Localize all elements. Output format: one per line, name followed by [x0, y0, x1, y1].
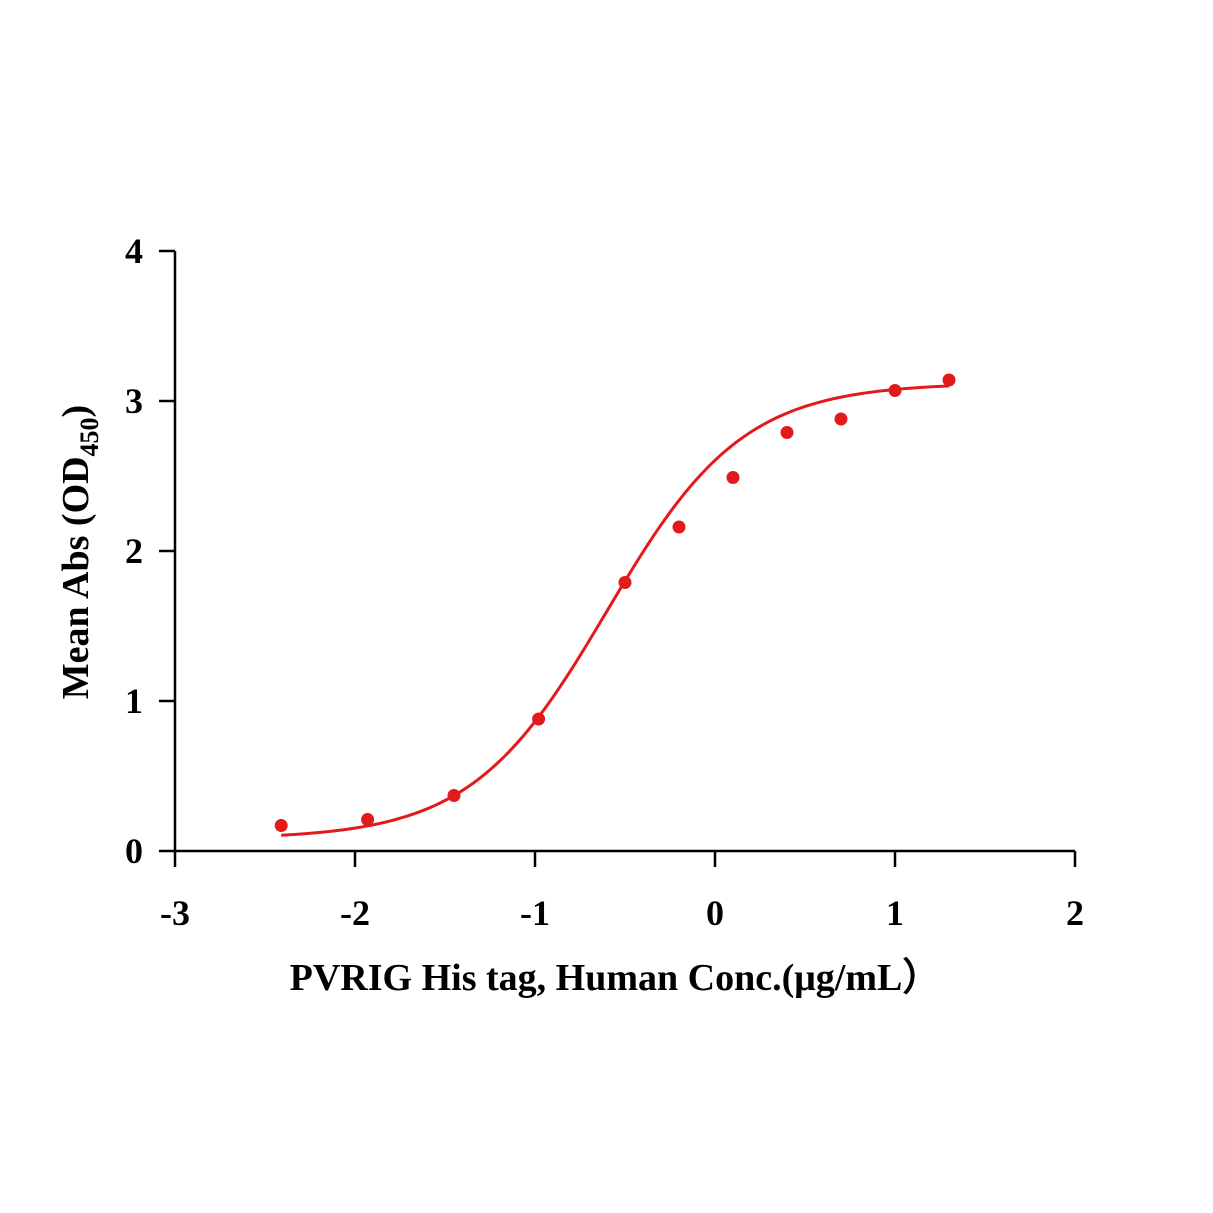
axes — [173, 251, 1075, 853]
data-point — [274, 819, 288, 832]
x-tick-label: 0 — [706, 893, 724, 933]
y-tick-label: 0 — [125, 831, 143, 871]
data-point — [672, 520, 686, 534]
data-points-layer — [274, 373, 956, 832]
data-point — [942, 373, 956, 387]
x-tick-label: -2 — [340, 893, 370, 933]
data-point — [726, 471, 740, 484]
data-point — [361, 813, 375, 826]
y-axis-title-main: Mean Abs (OD — [55, 456, 97, 699]
fit-curve-layer — [281, 384, 950, 837]
fit-curve — [281, 384, 950, 837]
x-axis-title: PVRIG His tag, Human Conc.(μg/mL） — [290, 957, 941, 999]
y-axis-title-end: ) — [55, 405, 97, 418]
ticks: -3 -2 -1 0 1 2 0 1 2 3 4 — [125, 231, 1084, 933]
y-axis-title-subscript: 450 — [75, 417, 104, 456]
data-point — [618, 576, 632, 589]
y-tick-label: 3 — [125, 381, 143, 421]
data-point — [780, 426, 794, 439]
x-tick-label: -3 — [160, 893, 190, 933]
data-point — [834, 412, 848, 426]
x-tick-label: 1 — [886, 893, 904, 933]
y-axis-title: Mean Abs (OD450) — [55, 405, 104, 699]
data-point — [447, 789, 461, 802]
x-tick-label: 2 — [1066, 893, 1084, 933]
data-point — [888, 384, 902, 397]
y-tick-label: 4 — [125, 231, 143, 271]
x-tick-label: -1 — [520, 893, 550, 933]
y-tick-label: 2 — [125, 531, 143, 571]
data-point — [532, 712, 546, 726]
y-tick-label: 1 — [125, 681, 143, 721]
